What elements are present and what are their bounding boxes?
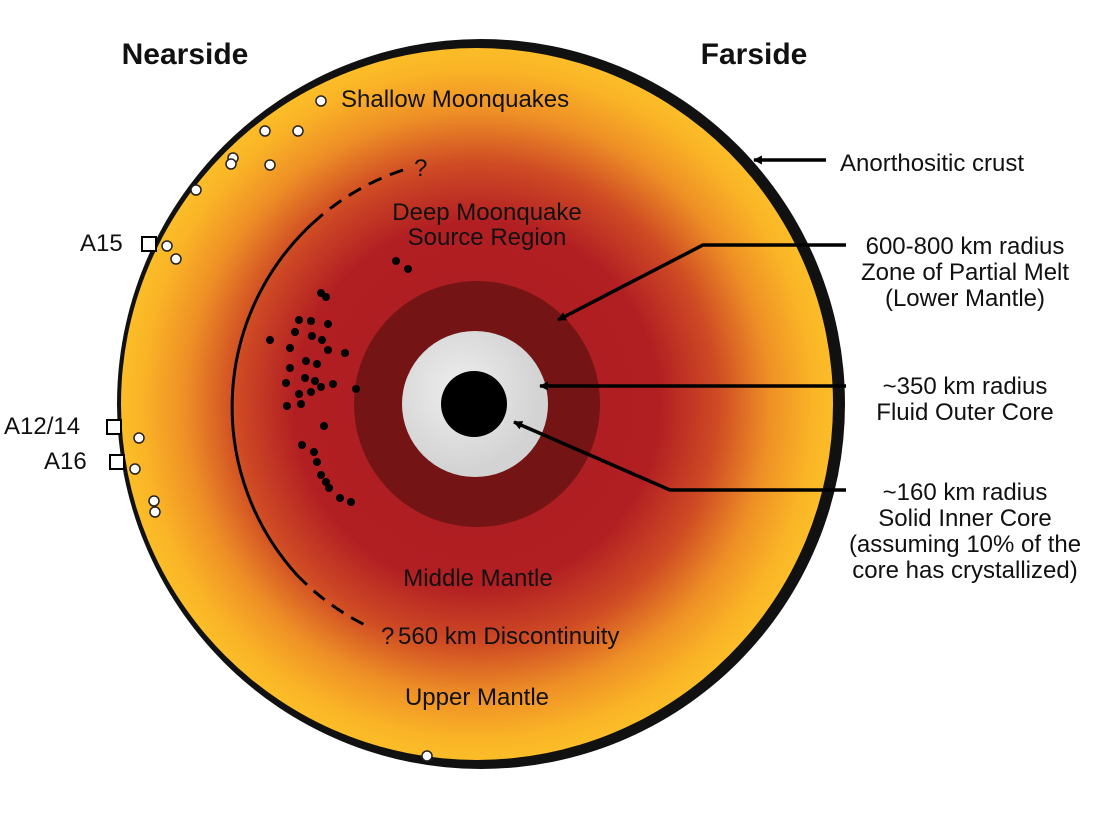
deep-moonquake-label-line1: Deep Moonquake [392, 199, 581, 226]
shallow-moonquake-dot [292, 125, 304, 137]
deep-moonquake-dot [286, 364, 294, 372]
shallow-moonquake-dots [129, 95, 433, 762]
inner-core-arrow [513, 420, 846, 492]
deep-moonquake-dot [298, 441, 306, 449]
deep-moonquake-dot [318, 336, 326, 344]
station-a15-label: A15 [80, 230, 123, 257]
deep-moonquake-dot [322, 478, 330, 486]
shallow-moonquake-dot [161, 240, 173, 252]
farside-heading: Farside [701, 38, 808, 71]
inner-core-callout-line3: (assuming 10% of the [849, 531, 1081, 558]
shallow-moonquake-dot [315, 95, 327, 107]
station-a16-marker [109, 454, 125, 470]
nearside-heading: Nearside [122, 38, 249, 71]
deep-moonquake-dot [352, 385, 360, 393]
shallow-moonquake-dot [170, 253, 182, 265]
shallow-moonquake-dot [190, 184, 202, 196]
melt-callout-line2: Zone of Partial Melt [861, 259, 1069, 286]
shallow-moonquake-dot [421, 750, 433, 762]
discontinuity-label: 560 km Discontinuity [398, 623, 619, 650]
inner-core-callout-line2: Solid Inner Core [878, 505, 1051, 532]
deep-moonquake-dot [297, 400, 305, 408]
deep-moonquake-dot [295, 390, 303, 398]
discontinuity-arc-solid [230, 213, 323, 577]
inner-core-callout-line1: ~160 km radius [883, 479, 1048, 506]
deep-moonquake-dot [347, 498, 355, 506]
deep-moonquake-dot [320, 422, 328, 430]
deep-moonquake-dot [301, 374, 309, 382]
inner-core-callout-line4: core has crystallized) [852, 557, 1077, 584]
melt-callout-line1: 600-800 km radius [866, 233, 1065, 260]
station-a1214-label: A12/14 [4, 413, 80, 440]
shallow-moonquake-dot [149, 506, 161, 518]
question-mark-bottom: ? [381, 623, 394, 650]
station-a15-marker [141, 236, 157, 252]
shallow-moonquake-dot [133, 432, 145, 444]
deep-moonquake-dot [322, 293, 330, 301]
deep-moonquake-dot [313, 458, 321, 466]
deep-moonquake-dot [310, 448, 318, 456]
shallow-moonquake-dot [259, 125, 271, 137]
shallow-moonquakes-label: Shallow Moonquakes [341, 86, 569, 113]
discontinuity-arc-dashed-bottom [295, 573, 366, 627]
deep-moonquake-dot [291, 328, 299, 336]
deep-moonquake-dot [336, 494, 344, 502]
shallow-moonquake-dot [129, 463, 141, 475]
crust-callout: Anorthositic crust [840, 150, 1024, 177]
deep-moonquake-dot [286, 344, 294, 352]
deep-moonquake-label-line2: Source Region [408, 224, 567, 251]
deep-moonquake-dot [317, 383, 325, 391]
discontinuity-arc-dashed-top [321, 168, 404, 217]
deep-moonquake-dots [266, 257, 412, 506]
middle-mantle-label: Middle Mantle [403, 565, 552, 592]
deep-moonquake-dot [324, 346, 332, 354]
deep-moonquake-dot [392, 257, 400, 265]
solid-inner-core [441, 371, 507, 437]
deep-moonquake-dot [295, 316, 303, 324]
deep-moonquake-dot [404, 265, 412, 273]
partial-melt-arrow [557, 243, 846, 322]
deep-moonquake-dot [311, 377, 319, 385]
outer-core-callout-line2: Fluid Outer Core [876, 399, 1053, 426]
deep-moonquake-dot [283, 402, 291, 410]
question-mark-top: ? [414, 155, 427, 182]
shallow-moonquake-dot [148, 495, 160, 507]
shallow-moonquake-dot [225, 158, 237, 170]
station-a1214-marker [106, 419, 122, 435]
deep-moonquake-dot [341, 349, 349, 357]
deep-moonquake-dot [282, 379, 290, 387]
deep-moonquake-dot [313, 360, 321, 368]
deep-moonquake-dot [266, 336, 274, 344]
deep-moonquake-dot [307, 388, 315, 396]
deep-moonquake-dot [324, 320, 332, 328]
deep-moonquake-dot [307, 317, 315, 325]
deep-moonquake-dot [317, 471, 325, 479]
upper-mantle-label: Upper Mantle [405, 684, 549, 711]
deep-moonquake-dot [329, 380, 337, 388]
shallow-moonquake-dot [264, 159, 276, 171]
deep-moonquake-dot [325, 484, 333, 492]
melt-callout-line3: (Lower Mantle) [885, 285, 1045, 312]
deep-moonquake-dot [302, 357, 310, 365]
outer-core-callout-line1: ~350 km radius [883, 373, 1048, 400]
deep-moonquake-dot [308, 332, 316, 340]
station-a16-label: A16 [44, 448, 87, 475]
